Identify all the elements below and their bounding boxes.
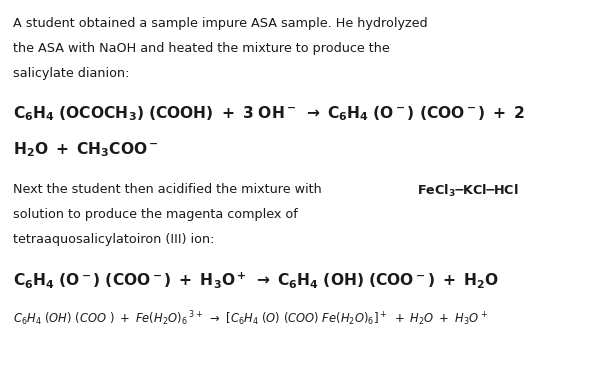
Text: $\mathbf{C_6H_4\ (OCOCH_3)\ (COOH)\ +\ 3\ OH^-\ \rightarrow\ C_6H_4\ (O^-)\ (COO: $\mathbf{C_6H_4\ (OCOCH_3)\ (COOH)\ +\ 3… <box>13 105 525 123</box>
Text: the ASA with NaOH and heated the mixture to produce the: the ASA with NaOH and heated the mixture… <box>13 42 390 55</box>
Text: Next the student then acidified the mixture with: Next the student then acidified the mixt… <box>13 183 326 196</box>
Text: solution to produce the magenta complex of: solution to produce the magenta complex … <box>13 208 298 221</box>
Text: tetraaquosalicylatoiron (III) ion:: tetraaquosalicylatoiron (III) ion: <box>13 233 215 246</box>
Text: salicylate dianion:: salicylate dianion: <box>13 67 130 80</box>
Text: $\mathbf{C_6H_4\ (O^-)\ (COO^-)\ +\ H_3O^+\ \rightarrow\ C_6H_4\ (OH)\ (COO^-)\ : $\mathbf{C_6H_4\ (O^-)\ (COO^-)\ +\ H_3O… <box>13 270 499 291</box>
Text: A student obtained a sample impure ASA sample. He hydrolyzed: A student obtained a sample impure ASA s… <box>13 17 428 30</box>
Text: $C_6H_4\ (OH)\ (COO\ )\ +\ Fe(H_2O)_6\,^{3+}\ \rightarrow\ [C_6H_4\ (O)\ (COO)\ : $C_6H_4\ (OH)\ (COO\ )\ +\ Fe(H_2O)_6\,^… <box>13 310 488 328</box>
Text: $\mathbf{H_2O\ +\ CH_3COO^-}$: $\mathbf{H_2O\ +\ CH_3COO^-}$ <box>13 140 159 158</box>
Text: $\mathbf{FeCl_3\!\!-\!\!KCl\!\!-\!\!HCl}$: $\mathbf{FeCl_3\!\!-\!\!KCl\!\!-\!\!HCl}… <box>417 183 518 199</box>
